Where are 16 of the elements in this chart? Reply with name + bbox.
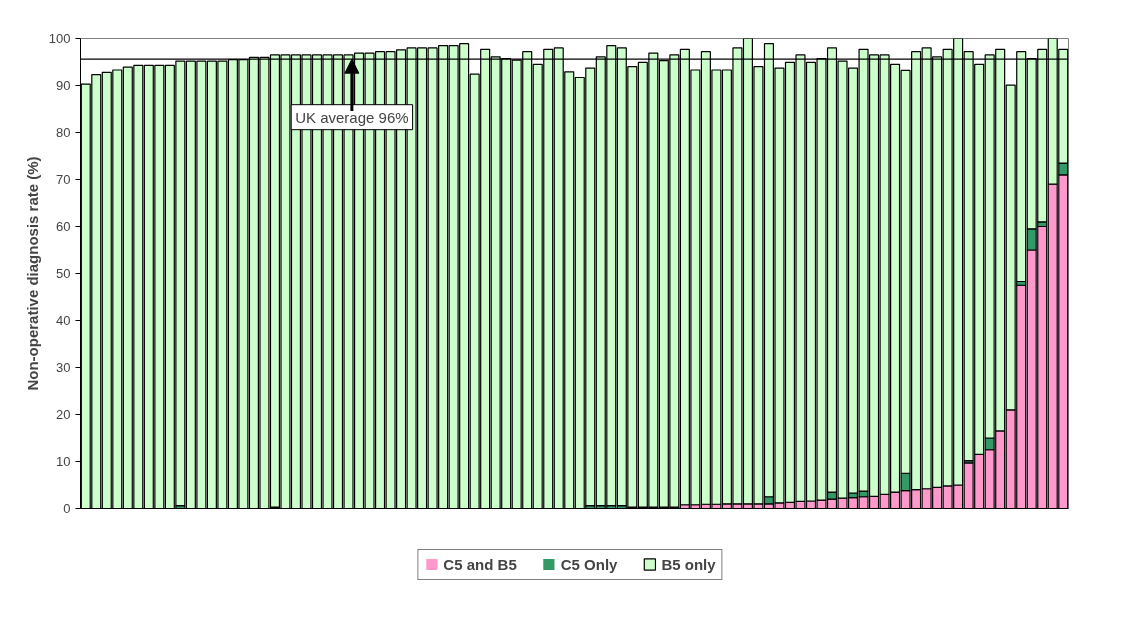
y-axis-title: Non-operative diagnosis rate (%) [23,156,41,391]
y-tick-label: 40 [56,313,71,328]
y-tick-label: 0 [63,501,71,516]
legend-label: C5 Only [560,555,618,573]
y-tick-label: 10 [56,454,71,469]
y-tick-label: 70 [56,172,71,187]
ref-line-label: UK average 96% [295,108,409,126]
y-tick-label: 50 [56,266,71,281]
y-tick-label: 60 [56,219,71,234]
y-tick-label: 20 [56,407,71,422]
y-tick-label: 30 [56,360,71,375]
y-tick-label: 90 [56,78,71,93]
legend-label: C5 and B5 [443,555,517,573]
legend-label: B5 only [661,555,716,573]
y-tick-label: 80 [56,125,71,140]
y-tick-label: 100 [48,31,71,46]
